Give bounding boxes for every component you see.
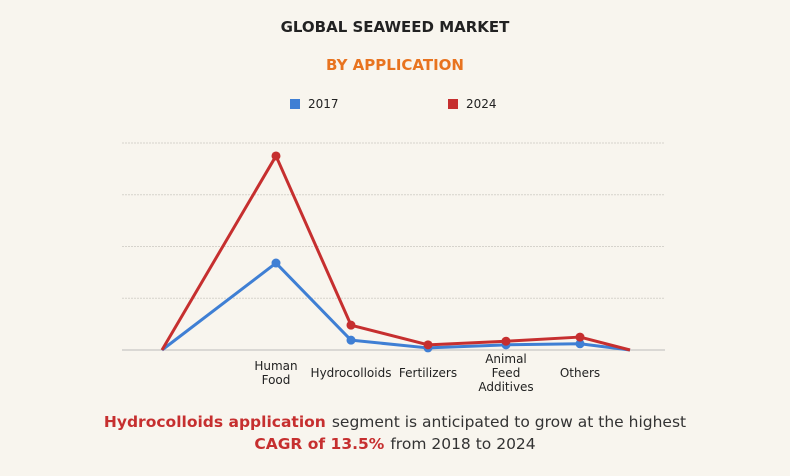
data-point	[271, 258, 281, 268]
x-tick-label: Animal Feed Additives	[478, 352, 534, 394]
annotation-text: from 2018 to 2024	[390, 435, 536, 453]
data-point	[501, 336, 511, 346]
legend-swatch	[448, 99, 458, 109]
annotation-highlight: Hydrocolloids application	[103, 413, 326, 431]
legend-item: 2024	[448, 97, 497, 111]
annotation: Hydrocolloids application segment is anti…	[0, 413, 790, 431]
x-tick-label: Hydrocolloids	[310, 366, 392, 380]
data-point	[423, 340, 433, 350]
data-point	[575, 339, 585, 349]
legend-swatch	[290, 99, 300, 109]
data-point	[575, 332, 585, 342]
x-tick-label: Human Food	[254, 359, 298, 387]
data-point	[346, 335, 356, 345]
series-line	[160, 154, 631, 352]
annotation: CAGR of 13.5% from 2018 to 2024	[0, 435, 790, 453]
x-tick-label: Fertilizers	[398, 366, 458, 380]
legend-item: 2017	[290, 97, 339, 111]
legend-label: 2017	[308, 97, 339, 111]
data-point	[271, 151, 281, 161]
x-tick-label: Others	[559, 366, 601, 380]
annotation-text: segment is anticipated to grow at the hi…	[331, 413, 687, 431]
data-point	[346, 320, 356, 330]
legend-label: 2024	[466, 97, 497, 111]
chart-title: GLOBAL SEAWEED MARKET	[280, 18, 510, 36]
chart-subtitle: BY APPLICATION	[325, 56, 464, 74]
annotation-highlight: CAGR of 13.5%	[254, 435, 385, 453]
